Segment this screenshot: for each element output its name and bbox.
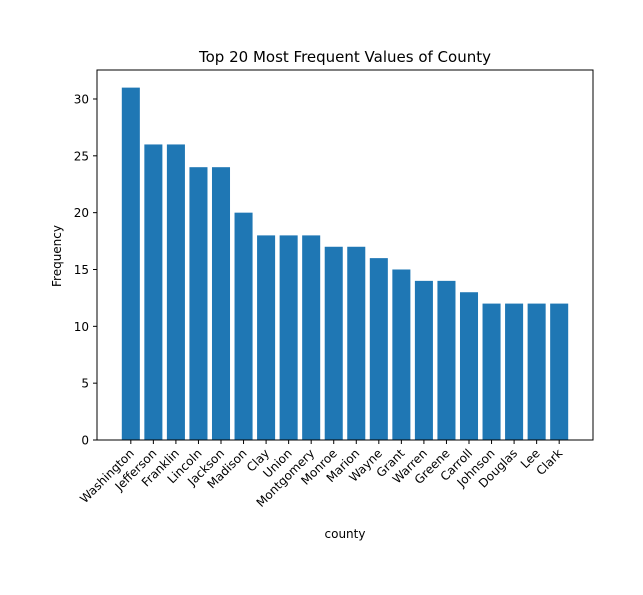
bar-clark — [550, 303, 569, 440]
x-tick-label: Clark — [534, 446, 566, 478]
bar-grant — [392, 269, 411, 440]
bar-lincoln — [189, 167, 208, 440]
bars-group — [121, 87, 569, 441]
y-axis: 0 5 10 15 20 25 30 — [74, 92, 97, 448]
bar-carroll — [459, 292, 479, 440]
y-tick-label: 15 — [74, 263, 89, 277]
x-axis: WashingtonJeffersonFranklinLincolnJackso… — [77, 440, 565, 510]
chart-title: Top 20 Most Frequent Values of County — [198, 48, 491, 66]
bar-clay — [257, 235, 276, 440]
plot-frame — [96, 69, 594, 441]
y-tick-label: 30 — [74, 92, 89, 106]
bar-montgomery — [302, 235, 321, 440]
bar-monroe — [324, 246, 343, 440]
y-tick-label: 5 — [81, 377, 89, 391]
bar-jackson — [211, 167, 231, 440]
bar-douglas — [505, 303, 524, 440]
bar-franklin — [166, 144, 185, 440]
x-axis-label: county — [325, 527, 366, 541]
y-axis-label: Frequency — [50, 225, 64, 287]
y-tick-label: 0 — [81, 434, 89, 448]
bar-union — [279, 235, 298, 440]
bar-johnson — [482, 303, 501, 440]
bar-marion — [347, 246, 366, 440]
bar-wayne — [369, 258, 388, 440]
bar-lee — [527, 303, 546, 440]
bar-jefferson — [144, 144, 163, 440]
y-tick-label: 25 — [74, 149, 89, 163]
bar-madison — [234, 212, 253, 440]
y-tick-label: 20 — [74, 206, 89, 220]
bar-washington — [121, 87, 140, 441]
y-tick-label: 10 — [74, 320, 89, 334]
bar-greene — [437, 280, 456, 440]
bar-warren — [414, 280, 433, 440]
